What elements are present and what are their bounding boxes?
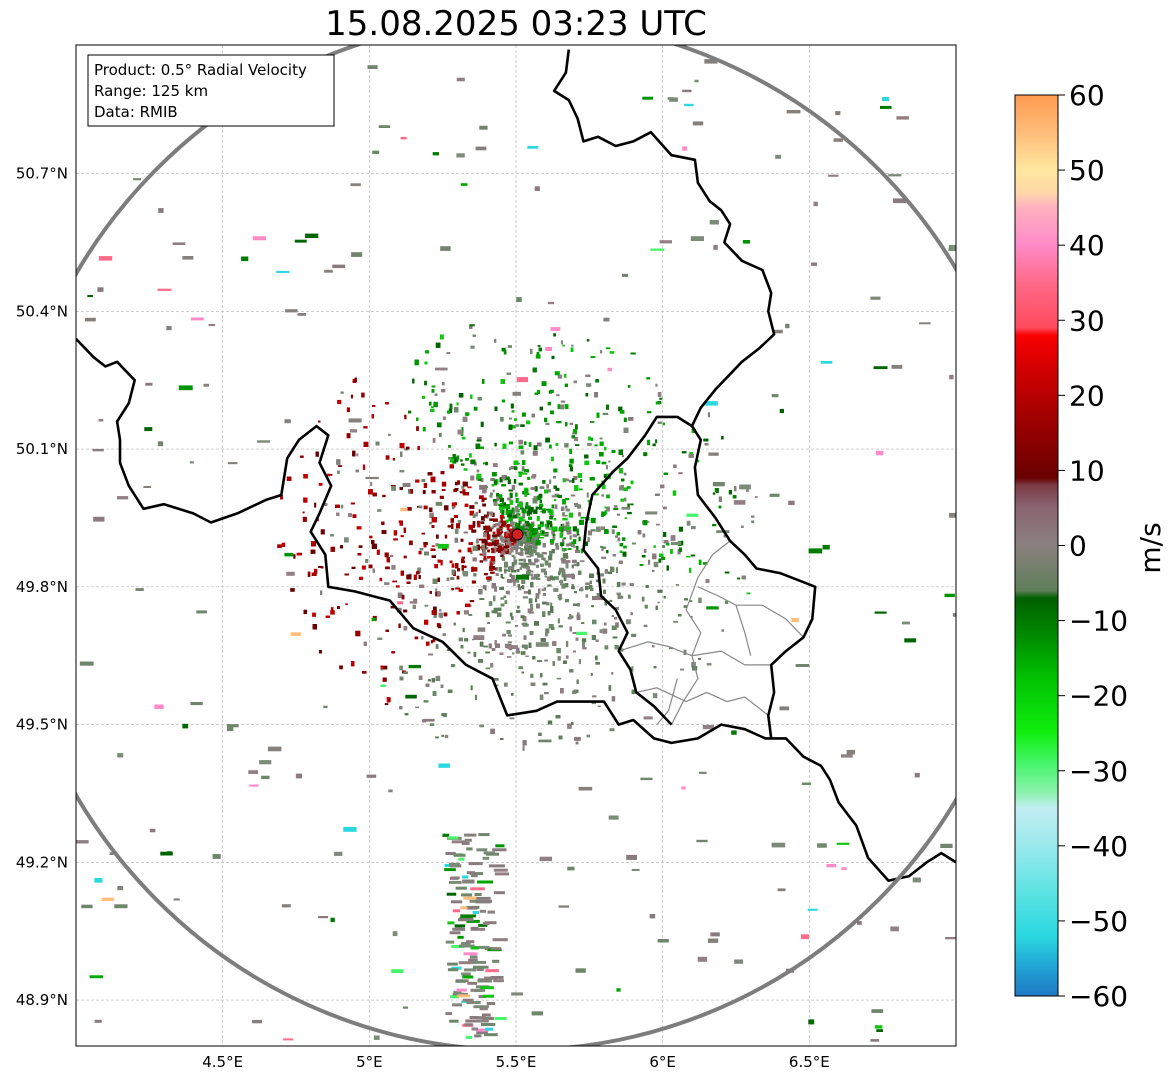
colorbar-tick-label: −30 xyxy=(1069,755,1128,788)
colorbar-tick-label: 30 xyxy=(1069,304,1105,337)
admin-border-line xyxy=(618,641,772,666)
admin-border-line xyxy=(697,586,804,638)
colorbar-tick-label: −50 xyxy=(1069,905,1128,938)
info-box: Product: 0.5° Radial Velocity Range: 125… xyxy=(87,54,335,127)
y-tick-label: 49.5°N xyxy=(16,716,68,734)
colorbar-unit-label: m/s xyxy=(1134,522,1167,573)
map-title: 15.08.2025 03:23 UTC xyxy=(325,4,707,44)
country-border-line xyxy=(582,415,693,726)
colorbar-ticks: 60 50 40 30 20 10 0 −10 −20 −30 −40 −50 −60 xyxy=(1058,79,1128,1013)
info-product: Product: 0.5° Radial Velocity xyxy=(94,61,307,79)
colorbar-tick-label: 60 xyxy=(1069,79,1105,112)
colorbar-tick-label: 0 xyxy=(1069,530,1087,563)
colorbar-tick-label: 50 xyxy=(1069,154,1105,187)
country-border-line xyxy=(552,49,776,427)
colorbar-tick-label: 20 xyxy=(1069,379,1105,412)
x-tick-label: 5.5°E xyxy=(496,1053,537,1071)
admin-border-line xyxy=(670,540,731,725)
velocity-echoes xyxy=(76,59,956,1042)
x-axis-ticks: 4.5°E 5°E 5.5°E 6°E 6.5°E xyxy=(202,1053,830,1071)
y-tick-label: 50.1°N xyxy=(16,440,68,458)
x-tick-label: 6°E xyxy=(649,1053,676,1071)
map-frame xyxy=(75,44,957,1047)
y-tick-label: 49.2°N xyxy=(16,853,68,871)
radar-site-marker xyxy=(511,528,524,541)
colorbar-tick-label: −10 xyxy=(1069,605,1128,638)
country-borders xyxy=(76,49,956,882)
country-border-line xyxy=(690,425,817,739)
colorbar-tick-label: −40 xyxy=(1069,830,1128,863)
admin-borders xyxy=(618,540,804,725)
y-tick-label: 50.4°N xyxy=(16,302,68,320)
country-border-line xyxy=(76,337,956,882)
info-data-source: Data: RMIB xyxy=(94,103,178,121)
colorbar-tick-label: 40 xyxy=(1069,229,1105,262)
y-axis-ticks: 50.7°N 50.4°N 50.1°N 49.8°N 49.5°N 49.2°N 48.9… xyxy=(16,165,68,1010)
colorbar-tick-label: −20 xyxy=(1069,680,1128,713)
x-tick-label: 5°E xyxy=(356,1053,383,1071)
admin-border-line xyxy=(636,687,769,716)
colorbar-gradient xyxy=(1014,94,1059,997)
y-tick-label: 49.8°N xyxy=(16,578,68,596)
y-tick-label: 50.7°N xyxy=(16,165,68,183)
y-tick-label: 48.9°N xyxy=(16,991,68,1009)
colorbar: 60 50 40 30 20 10 0 −10 −20 −30 −40 −50 −60 m/s xyxy=(1014,79,1167,1013)
colorbar-tick-label: −60 xyxy=(1069,980,1128,1013)
colorbar-tick-label: 10 xyxy=(1069,454,1105,487)
admin-border-line xyxy=(656,678,678,725)
x-tick-label: 6.5°E xyxy=(789,1053,830,1071)
info-range: Range: 125 km xyxy=(94,82,208,100)
x-tick-label: 4.5°E xyxy=(202,1053,243,1071)
admin-border-line xyxy=(735,605,752,656)
